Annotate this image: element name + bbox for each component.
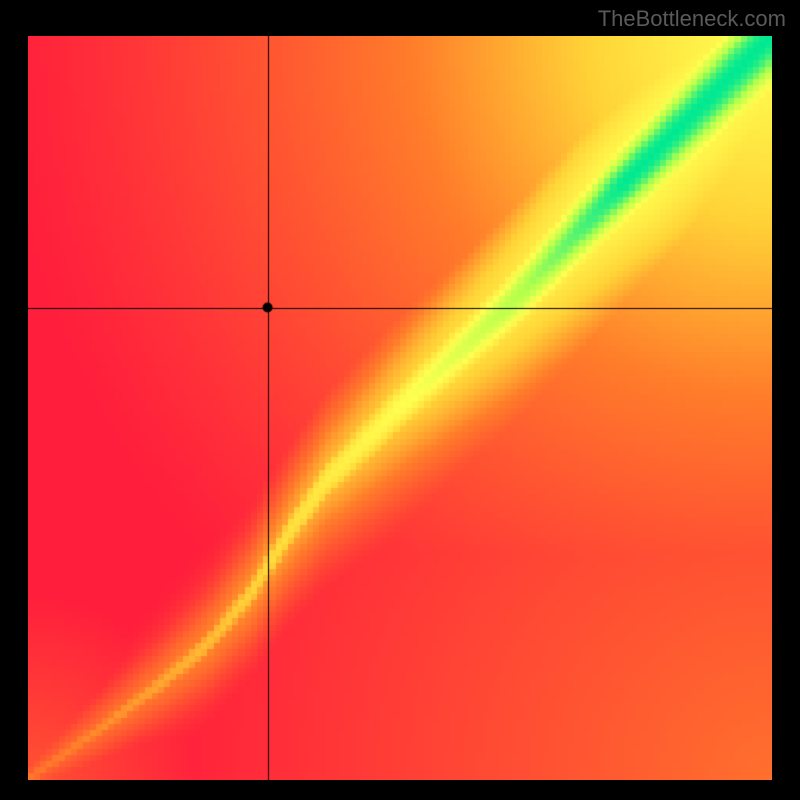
watermark-text: TheBottleneck.com: [598, 6, 786, 32]
chart-wrapper: TheBottleneck.com: [0, 0, 800, 800]
bottleneck-heatmap: [28, 36, 772, 780]
